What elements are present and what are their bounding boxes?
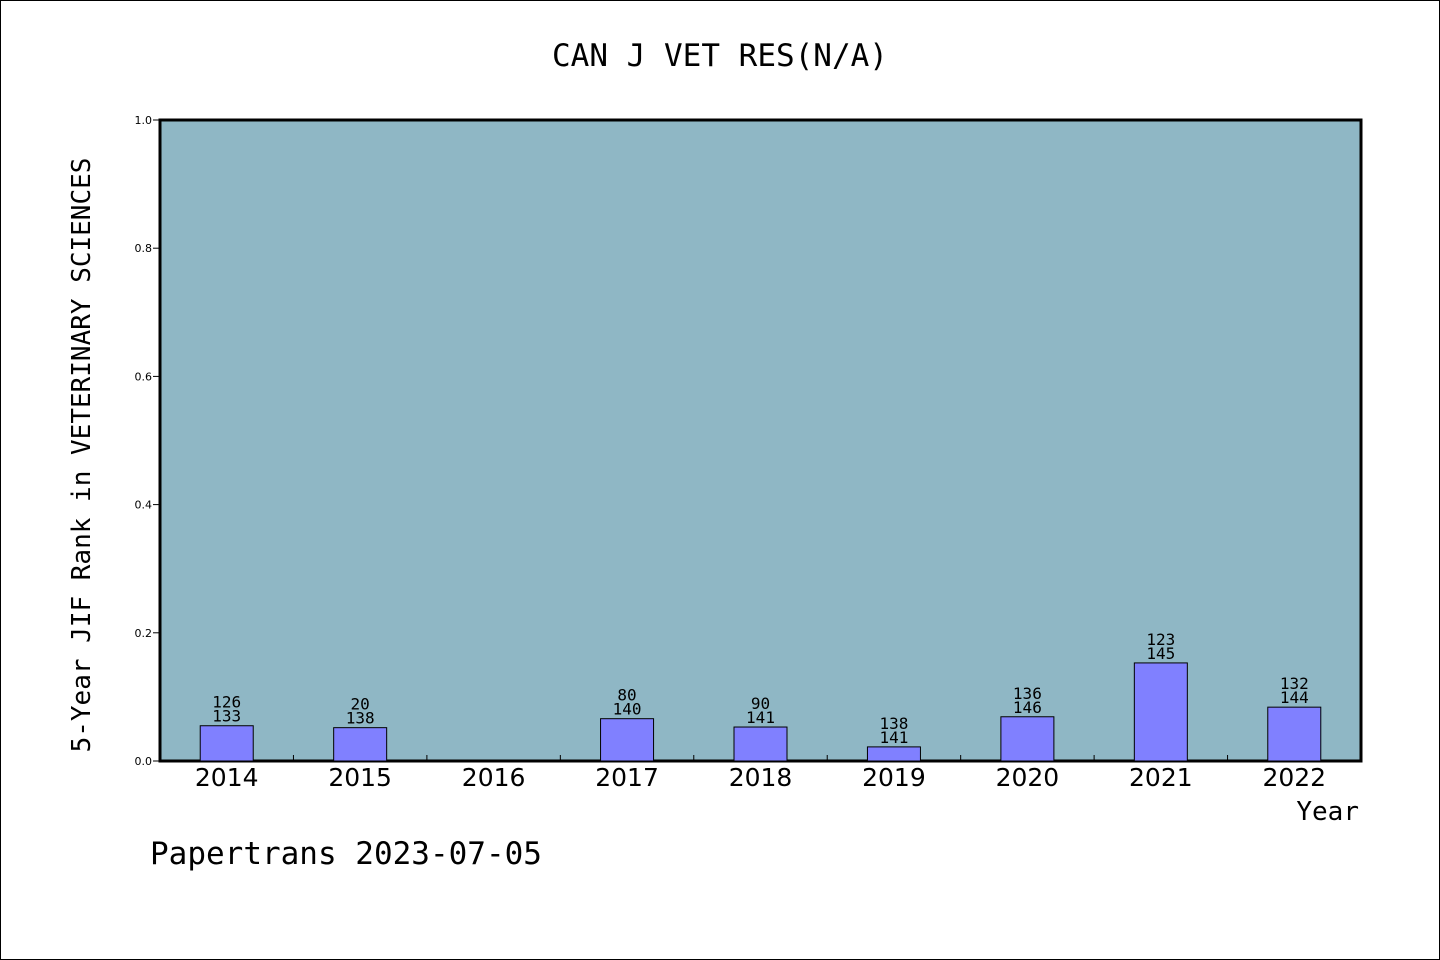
y-axis-label: 5-Year JIF Rank in VETERINARY SCIENCES [67, 158, 97, 753]
x-tick-label: 2021 [1129, 763, 1193, 792]
bar-2019 [866, 746, 921, 762]
y-axis-ticks: 0.0 0.2 0.4 0.6 0.8 1.0 [135, 114, 160, 768]
footer-credit: Papertrans 2023-07-05 [150, 836, 542, 872]
bar-rank-label: 80 [617, 686, 636, 705]
x-tick-label: 2020 [996, 763, 1060, 792]
bar-rank-label: 90 [751, 694, 770, 713]
x-tick-label: 2014 [195, 763, 259, 792]
bar-total-label: 138 [346, 709, 375, 728]
bar-2021 [1133, 662, 1188, 762]
bar-2017 [600, 718, 655, 762]
y-tick-label: 0.2 [135, 627, 153, 640]
bar-rank-label: 123 [1146, 630, 1175, 649]
y-tick-label: 0.4 [135, 499, 153, 512]
bar-rank-label: 132 [1280, 674, 1309, 693]
x-tick-label: 2019 [862, 763, 926, 792]
x-axis-label: Year [1296, 797, 1359, 827]
bar-rank-label: 136 [1013, 684, 1042, 703]
plot-area [158, 118, 1363, 763]
x-axis-ticks: 2014 2015 2016 2017 2018 2019 2020 2021 2022 [195, 755, 1326, 792]
x-tick-label: 2018 [729, 763, 793, 792]
bar-2020 [1000, 716, 1055, 762]
bar-total-label: 146 [1013, 698, 1042, 717]
x-tick-label: 2016 [462, 763, 526, 792]
bar-total-label: 141 [746, 708, 775, 727]
bar-total-label: 141 [879, 728, 908, 747]
x-tick-label: 2022 [1262, 763, 1326, 792]
bar-total-label: 145 [1146, 644, 1175, 663]
bar-total-label: 144 [1280, 688, 1309, 707]
bar-rank-label: 126 [212, 693, 241, 712]
bar-2015 [333, 727, 388, 762]
bar-rank-label: 20 [351, 695, 370, 714]
chart-title: CAN J VET RES(N/A) [552, 38, 888, 74]
x-tick-label: 2017 [595, 763, 659, 792]
bar-2014 [199, 725, 254, 762]
y-tick-label: 0.0 [135, 755, 153, 768]
bar-total-label: 133 [212, 707, 241, 726]
x-tick-label: 2015 [328, 763, 392, 792]
bar-rank-label: 138 [879, 714, 908, 733]
y-tick-label: 1.0 [135, 114, 153, 127]
bar-2018 [733, 726, 788, 762]
bar-2022 [1267, 706, 1322, 762]
bar-total-label: 140 [613, 700, 642, 719]
y-tick-label: 0.8 [135, 242, 153, 255]
y-tick-label: 0.6 [135, 370, 153, 383]
